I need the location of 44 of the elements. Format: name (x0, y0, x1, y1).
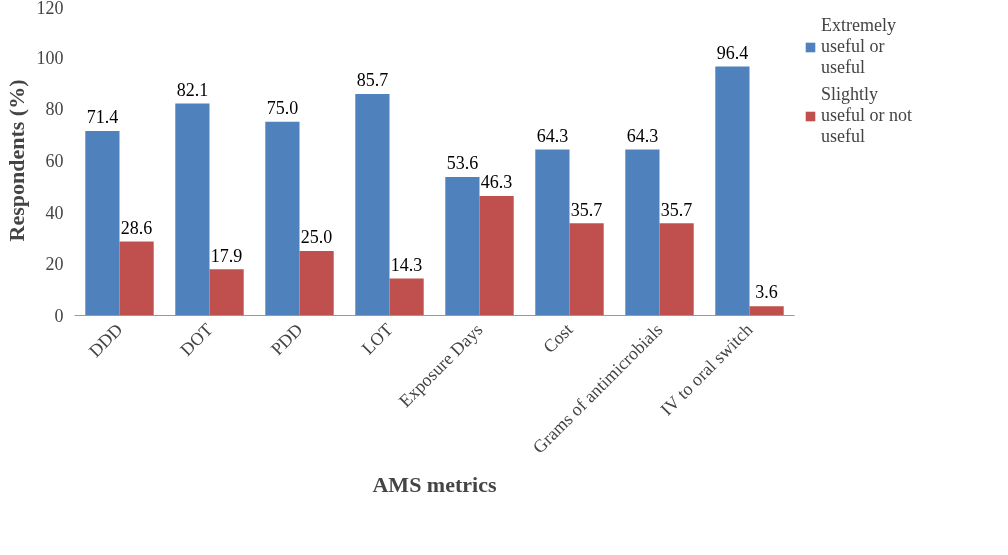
y-tick-label: 60 (45, 151, 64, 171)
data-label: 64.3 (536, 125, 569, 146)
data-label: 14.3 (390, 254, 423, 275)
bar (569, 223, 604, 316)
bar (85, 131, 120, 316)
bar (659, 223, 694, 316)
data-label: 71.4 (86, 107, 119, 128)
bar (265, 121, 300, 316)
data-label: 96.4 (716, 42, 749, 63)
bar (535, 149, 570, 316)
x-tick-label: Cost (539, 319, 577, 357)
data-label: 85.7 (356, 70, 389, 91)
x-axis-title: AMS metrics (372, 472, 497, 498)
bar (209, 269, 244, 316)
data-label: 17.9 (210, 245, 243, 266)
data-label: 3.6 (755, 282, 778, 303)
bar (445, 177, 480, 316)
bar (749, 306, 784, 316)
data-label: 64.3 (626, 125, 659, 146)
y-axis-title: Respondents (%) (3, 79, 29, 242)
data-label: 46.3 (480, 172, 513, 193)
bar (355, 94, 390, 316)
data-label: 82.1 (176, 79, 209, 100)
bar (389, 278, 424, 316)
data-label: 75.0 (266, 98, 299, 118)
y-tick-label: 100 (36, 47, 64, 68)
y-tick-label: 20 (45, 254, 64, 275)
bar (119, 241, 154, 316)
data-label: 28.6 (120, 217, 153, 238)
y-tick-label: 40 (45, 202, 64, 223)
bar (715, 66, 750, 316)
bar (299, 250, 334, 316)
data-label: 53.6 (446, 153, 479, 174)
bar (479, 195, 514, 316)
data-label: 35.7 (570, 199, 603, 220)
y-tick-label: 80 (45, 99, 64, 120)
data-label: 25.0 (300, 227, 333, 248)
legend-label: Extremely useful or useful (821, 15, 896, 78)
data-label: 35.7 (660, 199, 693, 220)
bar (625, 149, 660, 316)
y-tick-label: 0 (54, 306, 64, 326)
bar (175, 103, 210, 316)
legend-label: Slightly useful or not useful (821, 84, 912, 147)
y-tick-label: 120 (36, 0, 64, 18)
